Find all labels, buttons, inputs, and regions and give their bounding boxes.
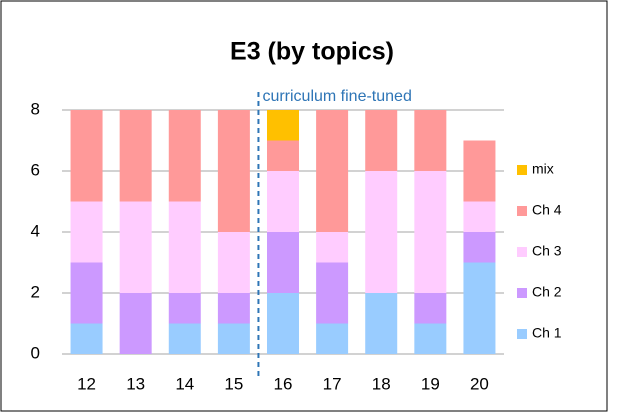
bar-segment [70,110,103,202]
legend-label: Ch 1 [532,325,562,341]
bar-segment [119,201,152,293]
bar-segment [463,232,496,263]
bar-segment [217,323,250,354]
bar-segment [267,140,299,171]
bar-segment [168,110,201,202]
bar-segment [414,110,447,171]
legend-label: Ch 2 [532,284,562,300]
y-tick-label: 2 [31,282,40,301]
legend-label: mix [532,161,554,177]
legend-label: Ch 4 [532,202,562,218]
bar-segment [365,293,398,354]
x-tick-label: 13 [126,374,145,393]
bar-segment [316,262,349,324]
bar-segment [414,171,447,293]
bar-segment [463,140,496,202]
bar-segment [267,110,299,141]
bar-segment [463,262,496,354]
x-tick-label: 20 [470,374,489,393]
bar-segment [217,110,250,232]
annotation: curriculum fine-tuned [262,88,411,105]
x-tick-label: 19 [421,374,440,393]
x-tick-label: 12 [77,374,96,393]
bar-segment [70,201,103,263]
x-tick-label: 15 [224,374,243,393]
bar-segment [70,262,103,324]
bar-segment [119,110,152,202]
y-tick-label: 4 [31,221,40,240]
chart-title: E3 (by topics) [230,38,394,66]
bar-segment [414,293,447,324]
bar-segment [70,323,103,354]
bar-segment [267,171,299,232]
x-tick-label: 14 [175,374,194,393]
bar-segment [316,110,349,232]
bar-segment [168,323,201,354]
bar-segment [267,293,299,354]
legend-swatch [517,329,527,339]
x-tick-label: 17 [323,374,342,393]
legend-swatch [517,206,527,216]
bar-segment [365,110,398,171]
bar-segment [217,293,250,324]
bar-segment [414,323,447,354]
legend-swatch [517,288,527,298]
legend-label: Ch 3 [532,243,562,259]
bar-segment [217,232,250,293]
bar-segment [316,232,349,263]
y-tick-label: 6 [31,160,40,179]
bar-segment [168,201,201,293]
legend-swatch [517,165,527,175]
bar-segment [365,171,398,293]
x-tick-label: 18 [372,374,391,393]
bar-segment [267,232,299,293]
legend-swatch [517,247,527,257]
bar-segment [463,201,496,232]
y-tick-label: 0 [31,343,40,362]
y-tick-label: 8 [31,99,40,118]
bar-segment [119,293,152,354]
bar-segment [168,293,201,324]
x-tick-label: 16 [274,374,293,393]
bar-segment [316,323,349,354]
